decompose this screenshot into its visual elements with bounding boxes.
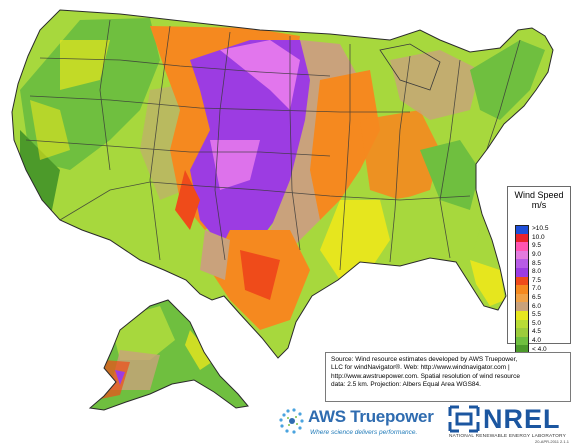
legend-swatch <box>515 233 529 243</box>
legend-swatch <box>515 242 529 251</box>
legend-swatch <box>515 267 529 277</box>
legend-item: 9.5 <box>515 242 548 251</box>
date-stamp: 20-APR-2011 2.1.1 <box>535 439 569 444</box>
legend-swatch <box>515 276 529 286</box>
legend-item: 6.5 <box>515 293 548 303</box>
nrel-logo: NREL NATIONAL RENEWABLE ENERGY LABORATOR… <box>447 403 577 443</box>
source-line: data: 2.5 km. Projection: Albers Equal A… <box>331 381 481 389</box>
legend-label: 7.5 <box>532 276 542 284</box>
nrel-subtitle: NATIONAL RENEWABLE ENERGY LABORATORY <box>449 434 567 439</box>
legend-label: 10.0 <box>532 233 545 241</box>
legend-label: 8.0 <box>532 268 542 276</box>
legend-label: < 4.0 <box>532 345 547 353</box>
aws-wave-icon <box>279 408 304 434</box>
legend-item: 8.0 <box>515 267 548 277</box>
legend-swatch <box>515 336 529 346</box>
source-line: LLC for windNavigator®. Web: http://www.… <box>331 364 510 372</box>
legend-item: 6.0 <box>515 302 548 311</box>
legend-item: 10.0 <box>515 233 548 243</box>
legend-swatch <box>515 293 529 303</box>
wind-speed-legend: Wind Speed m/s >10.5 10.0 9.5 9.0 8.5 8.0 7.5 7… <box>507 186 571 354</box>
legend-label: 7.0 <box>532 285 542 293</box>
legend-item: 4.0 <box>515 336 548 346</box>
legend-rows: >10.5 10.0 9.5 9.0 8.5 8.0 7.5 7.0 6.5 6.0 5.5 5.0 4… <box>515 225 548 354</box>
legend-swatch <box>515 285 529 294</box>
legend-swatch <box>515 259 529 268</box>
source-line: Source: Wind resource estimates develope… <box>331 356 518 363</box>
legend-label: 9.0 <box>532 251 542 259</box>
legend-swatch <box>515 302 529 311</box>
legend-swatch <box>515 250 529 260</box>
legend-swatch <box>515 310 529 320</box>
legend-label: 5.0 <box>532 319 542 327</box>
legend-label: 4.5 <box>532 328 542 336</box>
legend-item: 9.0 <box>515 250 548 260</box>
legend-item: 4.5 <box>515 328 548 337</box>
legend-item: 7.0 <box>515 285 548 294</box>
legend-item: 5.5 <box>515 310 548 320</box>
legend-item: >10.5 <box>515 225 548 234</box>
legend-swatch <box>515 328 529 337</box>
legend-swatch <box>515 319 529 329</box>
legend-label: 4.0 <box>532 337 542 345</box>
legend-unit: m/s <box>531 200 547 210</box>
aws-name: AWS Truepower <box>308 407 434 426</box>
nrel-grid-icon <box>448 405 480 433</box>
nrel-name: NREL <box>483 404 561 434</box>
legend-label: 5.5 <box>532 311 542 319</box>
legend-label: 6.0 <box>532 302 542 310</box>
legend-label: >10.5 <box>532 225 549 233</box>
legend-label: 9.5 <box>532 242 542 250</box>
legend-label: 8.5 <box>532 259 542 267</box>
legend-item: 7.5 <box>515 276 548 286</box>
legend-item: 8.5 <box>515 259 548 268</box>
legend-swatch <box>515 225 529 234</box>
legend-label: 6.5 <box>532 294 542 302</box>
source-line: http://www.awstruepower.com. Spatial res… <box>331 372 520 380</box>
aws-tagline: Where science delivers performance. <box>310 429 418 436</box>
alaska <box>88 299 249 411</box>
legend-title: Wind Speed <box>514 190 564 200</box>
aws-truepower-logo: AWS Truepower Where science delivers per… <box>276 403 441 443</box>
source-note: Source: Wind resource estimates develope… <box>325 352 571 402</box>
legend-item: 5.0 <box>515 319 548 329</box>
